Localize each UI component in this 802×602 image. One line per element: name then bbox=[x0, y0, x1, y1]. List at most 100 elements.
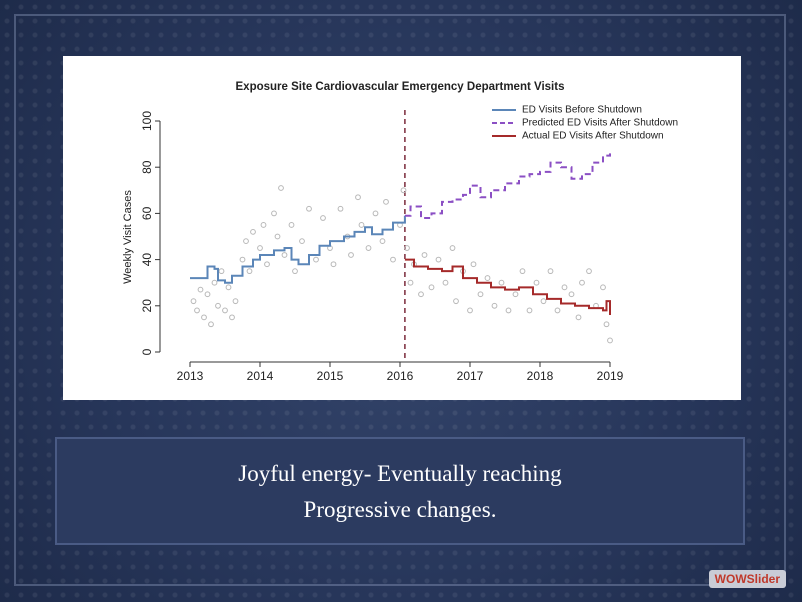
scatter-point bbox=[320, 215, 326, 221]
scatter-point bbox=[299, 238, 305, 245]
scatter-point bbox=[491, 302, 498, 309]
scatter-point bbox=[442, 279, 449, 286]
scatter-point bbox=[194, 307, 200, 314]
scatter-point bbox=[512, 291, 519, 298]
legend-label: ED Visits Before Shutdown bbox=[522, 105, 642, 116]
scatter-point bbox=[449, 245, 456, 251]
scatter-point bbox=[215, 302, 221, 309]
scatter-point bbox=[229, 314, 235, 321]
scatter-point bbox=[239, 256, 246, 263]
scatter-point bbox=[600, 284, 606, 291]
chart-title: Exposure Site Cardiovascular Emergency D… bbox=[236, 81, 565, 93]
scatter-point bbox=[540, 298, 547, 305]
scatter-point bbox=[260, 222, 267, 228]
scatter-point bbox=[288, 222, 295, 228]
scatter-point bbox=[218, 268, 225, 275]
scatter-point bbox=[435, 256, 442, 263]
caption-line: Joyful energy- Eventually reaching bbox=[238, 461, 562, 486]
y-axis-label: Weekly Visit Cases bbox=[122, 190, 134, 284]
scatter-point bbox=[190, 298, 197, 305]
scatter-point bbox=[225, 284, 232, 291]
scatter-point bbox=[246, 268, 253, 275]
scatter-point bbox=[204, 291, 211, 298]
scatter-point bbox=[467, 307, 473, 314]
scatter-point bbox=[586, 268, 592, 275]
scatter-point bbox=[201, 314, 207, 321]
scatter-point bbox=[337, 205, 344, 212]
scatter-point bbox=[264, 261, 270, 268]
scatter-point bbox=[477, 291, 484, 298]
scatter-point bbox=[306, 205, 312, 212]
scatter-point bbox=[498, 279, 505, 286]
x-tick-label: 2017 bbox=[457, 369, 484, 383]
scatter-point bbox=[372, 210, 379, 217]
scatter-point bbox=[292, 268, 298, 275]
series-line bbox=[404, 258, 611, 316]
scatter-point bbox=[208, 321, 214, 328]
scatter-point bbox=[243, 238, 249, 245]
x-tick-label: 2019 bbox=[597, 369, 624, 383]
scatter-point bbox=[607, 337, 613, 344]
scatter-point bbox=[404, 245, 410, 251]
scatter-point bbox=[519, 268, 526, 275]
scatter-point bbox=[533, 279, 540, 286]
y-tick-label: 100 bbox=[140, 111, 154, 131]
scatter-point bbox=[197, 286, 204, 293]
legend-label: Predicted ED Visits After Shutdown bbox=[522, 118, 678, 129]
scatter-point bbox=[355, 194, 361, 201]
scatter-point bbox=[484, 275, 491, 281]
scatter-point bbox=[568, 291, 575, 298]
y-tick-label: 80 bbox=[140, 160, 154, 174]
scatter-point bbox=[400, 187, 407, 194]
scatter-point bbox=[250, 228, 256, 235]
scatter-point bbox=[505, 307, 512, 314]
scatter-point bbox=[470, 261, 477, 268]
scatter-point bbox=[348, 252, 354, 258]
scatter-point bbox=[554, 307, 561, 314]
scatter-point bbox=[274, 233, 281, 240]
y-tick-label: 0 bbox=[140, 348, 154, 355]
frame bbox=[14, 14, 786, 586]
scatter-point bbox=[407, 279, 414, 286]
scatter-point bbox=[211, 279, 218, 286]
scatter-point bbox=[257, 245, 263, 251]
x-tick-label: 2014 bbox=[247, 369, 274, 383]
scatter-point bbox=[365, 245, 372, 251]
series-line bbox=[404, 153, 611, 220]
scatter-point bbox=[547, 268, 554, 275]
scatter-point bbox=[313, 256, 319, 263]
scatter-point bbox=[561, 284, 568, 291]
x-tick-label: 2013 bbox=[177, 369, 204, 383]
scatter-point bbox=[278, 185, 284, 191]
scatter-point bbox=[421, 252, 428, 258]
scatter-point bbox=[603, 321, 610, 328]
chart-panel bbox=[63, 56, 741, 400]
scatter-point bbox=[453, 298, 459, 305]
legend-label: Actual ED Visits After Shutdown bbox=[522, 131, 664, 142]
wowslider-badge[interactable]: WOWSlider bbox=[708, 570, 786, 588]
series-line bbox=[190, 215, 406, 284]
y-tick-label: 60 bbox=[140, 206, 154, 220]
scatter-point bbox=[358, 222, 365, 228]
x-tick-label: 2015 bbox=[317, 369, 344, 383]
scatter-point bbox=[579, 279, 585, 286]
scatter-point bbox=[428, 284, 435, 291]
scatter-point bbox=[526, 307, 533, 314]
y-tick-label: 40 bbox=[140, 253, 154, 267]
scatter-point bbox=[232, 298, 239, 305]
scatter-point bbox=[390, 256, 396, 263]
x-tick-label: 2016 bbox=[387, 369, 414, 383]
x-tick-label: 2018 bbox=[527, 369, 554, 383]
scatter-point bbox=[383, 198, 389, 205]
scatter-point bbox=[418, 291, 424, 298]
caption-line: Progressive changes. bbox=[303, 497, 497, 522]
scatter-point bbox=[222, 307, 228, 314]
y-tick-label: 20 bbox=[140, 299, 154, 313]
caption-box: Joyful energy- Eventually reaching Progr… bbox=[55, 437, 745, 545]
scatter-point bbox=[281, 252, 288, 258]
scatter-point bbox=[575, 314, 582, 321]
scatter-point bbox=[379, 238, 386, 245]
scatter-point bbox=[330, 261, 337, 268]
